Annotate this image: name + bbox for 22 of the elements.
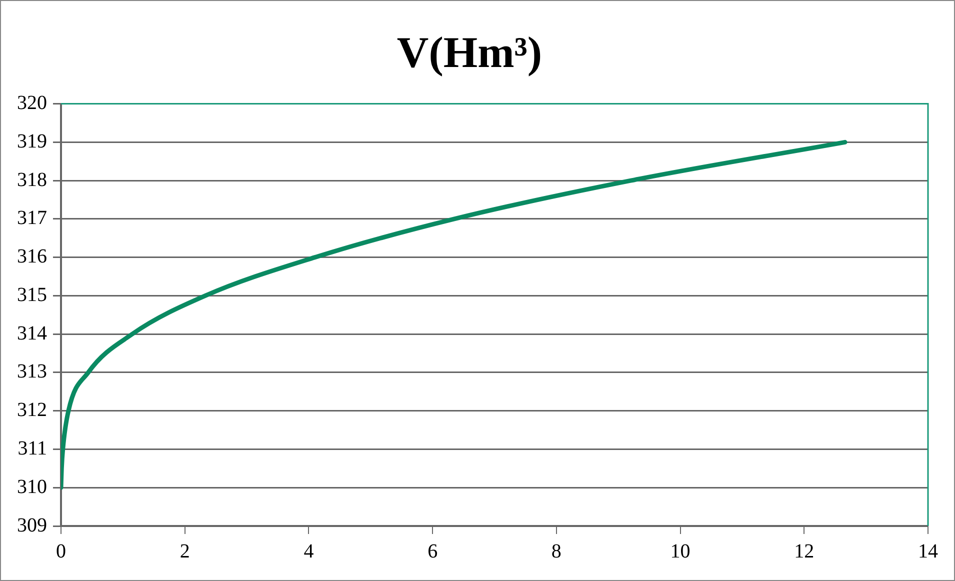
y-tick-label: 310 bbox=[17, 476, 47, 498]
y-tick-label: 313 bbox=[17, 360, 47, 383]
chart-title: V(Hm³) bbox=[396, 28, 542, 77]
x-tick-label: 0 bbox=[56, 540, 66, 562]
x-tick-label: 8 bbox=[551, 540, 562, 562]
y-tick-label: 316 bbox=[17, 246, 47, 268]
x-tick-label: 2 bbox=[180, 540, 190, 562]
line-series bbox=[61, 140, 848, 490]
y-tick-label: 318 bbox=[17, 168, 47, 191]
y-tick-label: 309 bbox=[17, 514, 47, 536]
x-tick-label: 6 bbox=[428, 540, 438, 562]
y-tick-label: 315 bbox=[17, 284, 47, 306]
y-tick-label: 312 bbox=[17, 399, 47, 422]
x-tick-label: 10 bbox=[670, 540, 690, 562]
y-tick-label: 317 bbox=[17, 207, 47, 230]
y-tick-label: 319 bbox=[17, 130, 47, 152]
x-tick-label: 14 bbox=[918, 540, 938, 562]
x-tick-label: 12 bbox=[794, 540, 814, 562]
x-tick-label: 4 bbox=[304, 540, 314, 562]
y-tick-label: 311 bbox=[18, 437, 47, 460]
y-tick-label: 314 bbox=[17, 322, 47, 344]
y-tick-label: 320 bbox=[17, 92, 47, 114]
